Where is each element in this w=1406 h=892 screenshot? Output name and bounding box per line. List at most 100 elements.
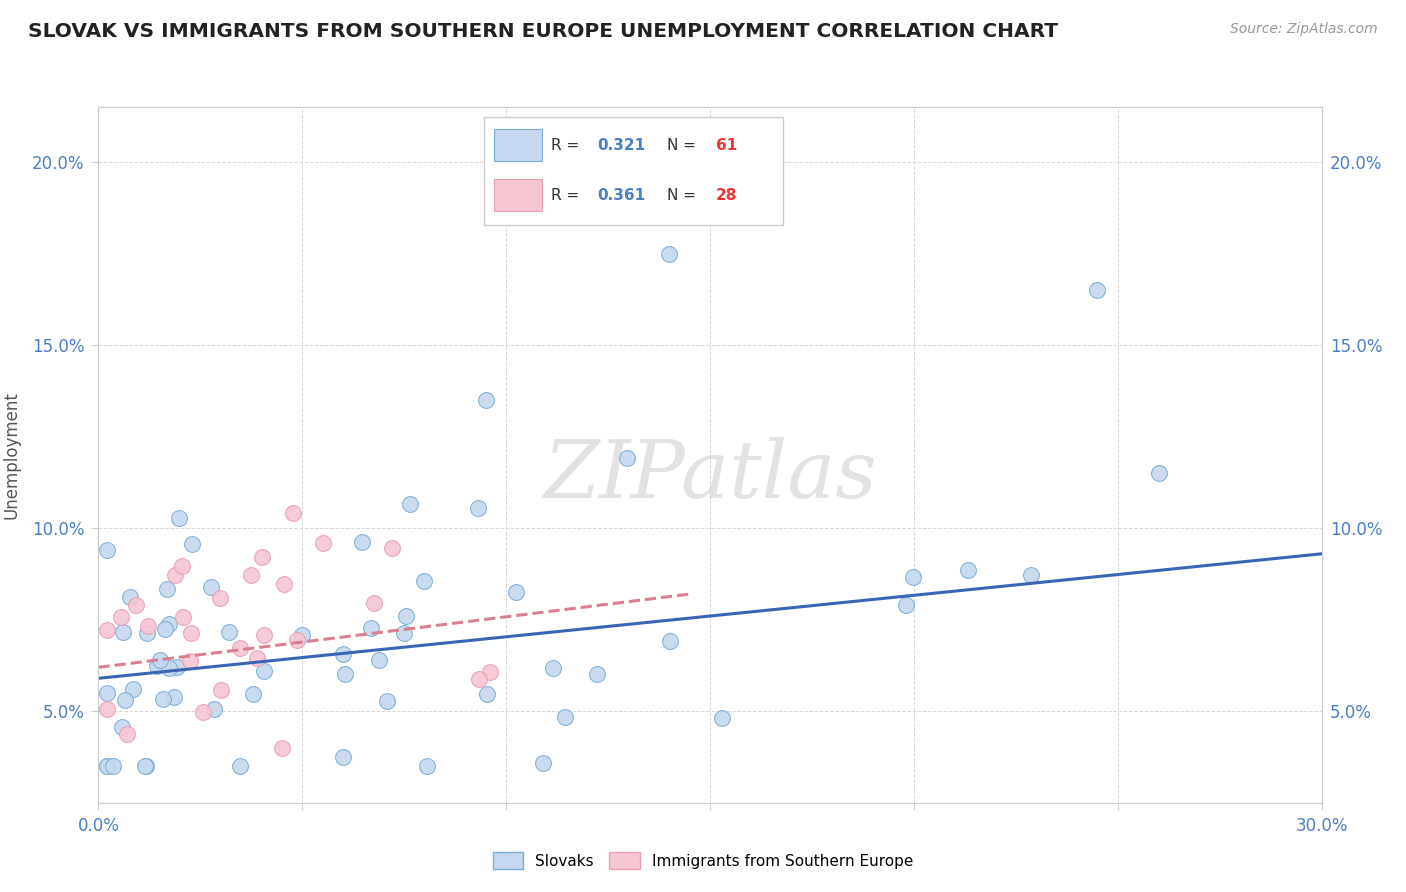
Point (180, 626, 202, 640)
Point (333, 667, 356, 681)
Point (505, 584, 527, 599)
Point (125, 599, 148, 613)
Point (252, 628, 274, 642)
Point (156, 582, 179, 597)
Point (157, 616, 180, 631)
Text: R =: R = (551, 137, 583, 153)
Point (96, 759, 118, 773)
Point (135, 759, 157, 773)
Point (894, 598, 917, 612)
Point (283, 506, 305, 520)
Point (363, 596, 385, 610)
Point (1021, 568, 1043, 582)
Point (163, 568, 186, 582)
Point (412, 574, 434, 588)
Point (134, 759, 156, 773)
Point (360, 621, 382, 635)
Point (114, 693, 136, 707)
Y-axis label: Unemployment: Unemployment (3, 391, 21, 519)
Point (392, 626, 415, 640)
Point (270, 740, 294, 755)
Point (395, 609, 418, 624)
Point (368, 653, 391, 667)
Point (478, 665, 501, 680)
Point (541, 661, 564, 675)
Text: 0.361: 0.361 (598, 188, 645, 202)
FancyBboxPatch shape (494, 128, 543, 161)
Point (117, 727, 139, 741)
Point (246, 651, 269, 665)
Point (110, 609, 132, 624)
Point (136, 619, 159, 633)
Point (291, 628, 314, 642)
Point (332, 750, 354, 764)
Point (209, 683, 232, 698)
Point (157, 661, 180, 675)
Point (242, 686, 264, 700)
Point (531, 756, 554, 770)
Point (415, 759, 437, 773)
Point (120, 590, 142, 604)
Point (163, 690, 186, 704)
Point (477, 687, 499, 701)
Point (172, 559, 194, 574)
Point (181, 537, 204, 551)
Point (229, 759, 252, 773)
FancyBboxPatch shape (494, 179, 543, 211)
Point (312, 536, 335, 550)
Legend: Slovaks, Immigrants from Southern Europe: Slovaks, Immigrants from Southern Europe (486, 846, 920, 875)
Point (710, 711, 733, 725)
Text: 28: 28 (716, 188, 738, 202)
Point (332, 647, 354, 661)
Point (229, 641, 252, 656)
Point (96, 623, 118, 637)
Point (169, 511, 191, 525)
Point (585, 667, 607, 681)
Point (901, 570, 924, 584)
Point (467, 500, 489, 515)
FancyBboxPatch shape (484, 118, 783, 226)
Point (111, 624, 134, 639)
Point (172, 610, 194, 624)
Text: N =: N = (668, 188, 702, 202)
Point (218, 624, 240, 639)
Point (122, 681, 145, 696)
Point (399, 497, 422, 511)
Text: ZIPatlas: ZIPatlas (543, 437, 877, 515)
Point (96, 686, 118, 700)
Point (285, 633, 308, 648)
Point (166, 659, 188, 673)
Point (659, 633, 682, 648)
Point (149, 652, 172, 666)
Point (209, 591, 232, 605)
Point (381, 541, 404, 555)
Text: 61: 61 (716, 137, 737, 153)
Point (96, 543, 118, 558)
Point (240, 567, 263, 582)
Point (96, 702, 118, 716)
Point (468, 673, 491, 687)
Point (179, 654, 201, 668)
Point (273, 577, 295, 591)
Point (474, 392, 498, 407)
Point (1147, 467, 1170, 481)
Point (250, 550, 273, 565)
Point (152, 691, 174, 706)
Point (111, 720, 134, 734)
Point (101, 759, 124, 773)
Point (153, 622, 176, 636)
Point (253, 664, 276, 678)
Point (616, 450, 638, 465)
Text: R =: R = (551, 188, 583, 202)
Point (136, 625, 159, 640)
Point (554, 709, 576, 723)
Point (202, 702, 225, 716)
Point (96, 759, 118, 773)
Text: Source: ZipAtlas.com: Source: ZipAtlas.com (1230, 22, 1378, 37)
Text: SLOVAK VS IMMIGRANTS FROM SOUTHERN EUROPE UNEMPLOYMENT CORRELATION CHART: SLOVAK VS IMMIGRANTS FROM SOUTHERN EUROP… (28, 22, 1059, 41)
Point (200, 580, 222, 594)
Point (375, 694, 398, 708)
Point (956, 563, 979, 577)
Point (350, 534, 373, 549)
Point (658, 246, 681, 260)
